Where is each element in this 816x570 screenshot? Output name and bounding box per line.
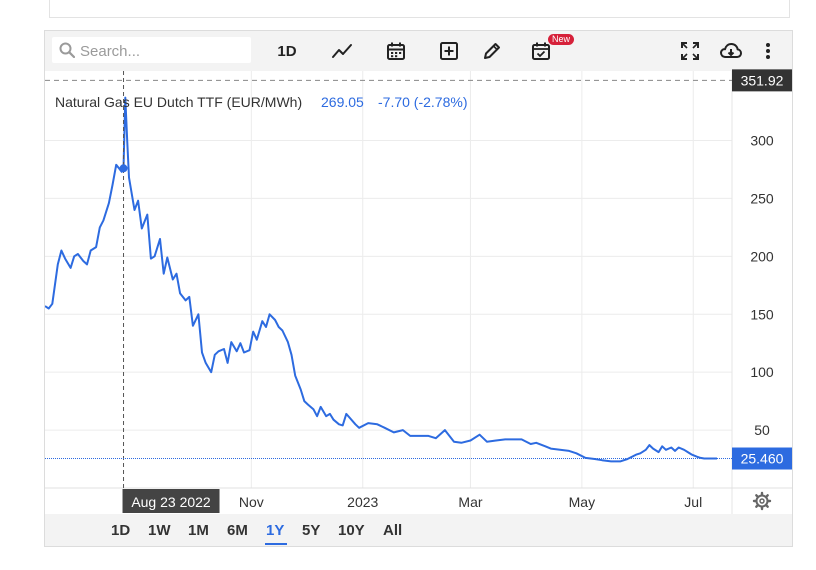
more-vertical-icon bbox=[766, 43, 770, 59]
events-button[interactable] bbox=[531, 39, 551, 63]
calendar-icon bbox=[387, 42, 405, 60]
price-axis bbox=[732, 71, 792, 488]
previous-panel-frame bbox=[49, 0, 790, 18]
new-badge: New bbox=[548, 34, 575, 45]
grid bbox=[45, 71, 732, 488]
y-tick-label: 50 bbox=[754, 422, 770, 438]
last-price-label-bg bbox=[732, 447, 792, 470]
price-series-line bbox=[45, 96, 717, 463]
more-menu-button[interactable] bbox=[761, 39, 775, 63]
period-10y[interactable]: 10Y bbox=[338, 522, 365, 539]
period-all[interactable]: All bbox=[383, 522, 403, 539]
plus-box-icon bbox=[440, 42, 458, 60]
line-chart-icon bbox=[332, 44, 352, 58]
x-tick-label: Nov bbox=[239, 494, 264, 510]
last-price-label: 25.460 bbox=[741, 451, 784, 467]
chart-widget: 1D bbox=[44, 30, 793, 547]
series bbox=[45, 96, 717, 463]
crosshair-price-label: 351.92 bbox=[741, 72, 784, 88]
period-1y[interactable]: 1Y bbox=[266, 522, 285, 539]
y-tick-label: 300 bbox=[750, 133, 774, 149]
calendar-button[interactable] bbox=[386, 39, 406, 63]
search-icon bbox=[59, 42, 75, 58]
cloud-download-icon bbox=[720, 43, 742, 58]
period-6m[interactable]: 6M bbox=[227, 522, 248, 539]
download-button[interactable] bbox=[719, 39, 743, 63]
crosshair-point bbox=[119, 164, 128, 173]
search-input[interactable] bbox=[78, 40, 247, 62]
price-chart[interactable]: 50 100 150 200 250 300 Nov 2023 Mar May Jul Natur… bbox=[45, 31, 792, 514]
crosshair-date-label-bg bbox=[122, 489, 220, 513]
crosshair-date-label: Aug 23 2022 bbox=[131, 494, 211, 510]
period-1w[interactable]: 1W bbox=[148, 522, 171, 539]
y-tick-label: 100 bbox=[750, 364, 774, 380]
pencil-icon bbox=[484, 43, 500, 59]
symbol-search[interactable] bbox=[52, 37, 251, 63]
y-tick-label: 250 bbox=[750, 190, 774, 206]
period-5y[interactable]: 5Y bbox=[302, 522, 321, 539]
x-tick-label: Jul bbox=[684, 494, 702, 510]
fullscreen-icon bbox=[681, 42, 699, 60]
draw-button[interactable] bbox=[482, 39, 502, 63]
time-axis-labels: Nov 2023 Mar May Jul bbox=[239, 494, 702, 510]
interval-button[interactable]: 1D bbox=[277, 42, 297, 60]
fullscreen-button[interactable] bbox=[679, 39, 701, 63]
active-period-underline bbox=[265, 543, 287, 545]
chart-type-button[interactable] bbox=[331, 39, 353, 63]
chart-toolbar: 1D bbox=[45, 31, 792, 71]
legend-last-price: 269.05 bbox=[321, 94, 364, 110]
x-tick-label: Mar bbox=[458, 494, 482, 510]
gear-icon bbox=[752, 491, 772, 511]
add-indicator-button[interactable] bbox=[439, 39, 459, 63]
period-1d[interactable]: 1D bbox=[111, 522, 131, 539]
crosshair-price-label-bg bbox=[732, 69, 792, 92]
legend-change: -7.70 (-2.78%) bbox=[378, 94, 467, 110]
y-tick-label: 200 bbox=[750, 248, 774, 264]
period-1m[interactable]: 1M bbox=[188, 522, 209, 539]
y-tick-label: 150 bbox=[750, 306, 774, 322]
period-selector: 1D 1W 1M 6M 1Y 5Y 10Y All bbox=[45, 514, 792, 546]
settings-button[interactable] bbox=[752, 491, 772, 511]
calendar-check-icon bbox=[532, 42, 550, 60]
price-axis-labels: 50 100 150 200 250 300 bbox=[750, 133, 774, 439]
x-tick-label: May bbox=[569, 494, 595, 510]
legend-instrument: Natural Gas EU Dutch TTF (EUR/MWh) bbox=[55, 94, 302, 110]
x-tick-label: 2023 bbox=[347, 494, 378, 510]
